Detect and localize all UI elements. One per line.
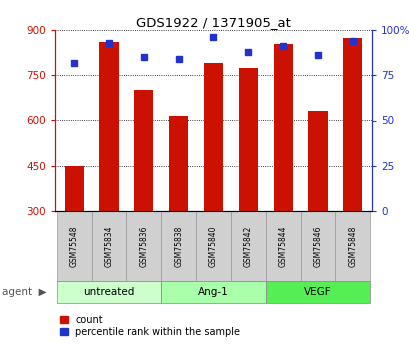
Text: untreated: untreated: [83, 287, 134, 297]
Text: GSM75834: GSM75834: [104, 225, 113, 267]
Bar: [65, 166, 83, 211]
Bar: [56, 281, 161, 303]
Text: GSM75838: GSM75838: [174, 225, 183, 267]
Text: GSM75844: GSM75844: [278, 225, 287, 267]
Text: GSM75846: GSM75846: [313, 225, 322, 267]
Text: Ang-1: Ang-1: [198, 287, 228, 297]
Text: GSM75842: GSM75842: [243, 225, 252, 267]
Bar: [161, 211, 196, 281]
Title: GDS1922 / 1371905_at: GDS1922 / 1371905_at: [136, 16, 290, 29]
Bar: [308, 111, 327, 211]
Bar: [169, 116, 188, 211]
Bar: [265, 281, 369, 303]
Text: VEGF: VEGF: [303, 287, 331, 297]
Bar: [230, 211, 265, 281]
Text: GSM75836: GSM75836: [139, 225, 148, 267]
Bar: [335, 211, 369, 281]
Bar: [300, 211, 335, 281]
Text: GSM75840: GSM75840: [209, 225, 218, 267]
Bar: [265, 211, 300, 281]
Bar: [56, 211, 91, 281]
Bar: [203, 63, 222, 211]
Text: agent  ▶: agent ▶: [2, 287, 47, 297]
Legend: count, percentile rank within the sample: count, percentile rank within the sample: [60, 315, 240, 337]
Text: GSM75848: GSM75848: [348, 225, 357, 267]
Bar: [342, 38, 362, 211]
Bar: [273, 43, 292, 211]
Bar: [238, 68, 257, 211]
Bar: [196, 211, 230, 281]
Bar: [91, 211, 126, 281]
Text: GSM75548: GSM75548: [70, 225, 79, 267]
Bar: [126, 211, 161, 281]
Bar: [161, 281, 265, 303]
Bar: [134, 90, 153, 211]
Bar: [99, 42, 118, 211]
